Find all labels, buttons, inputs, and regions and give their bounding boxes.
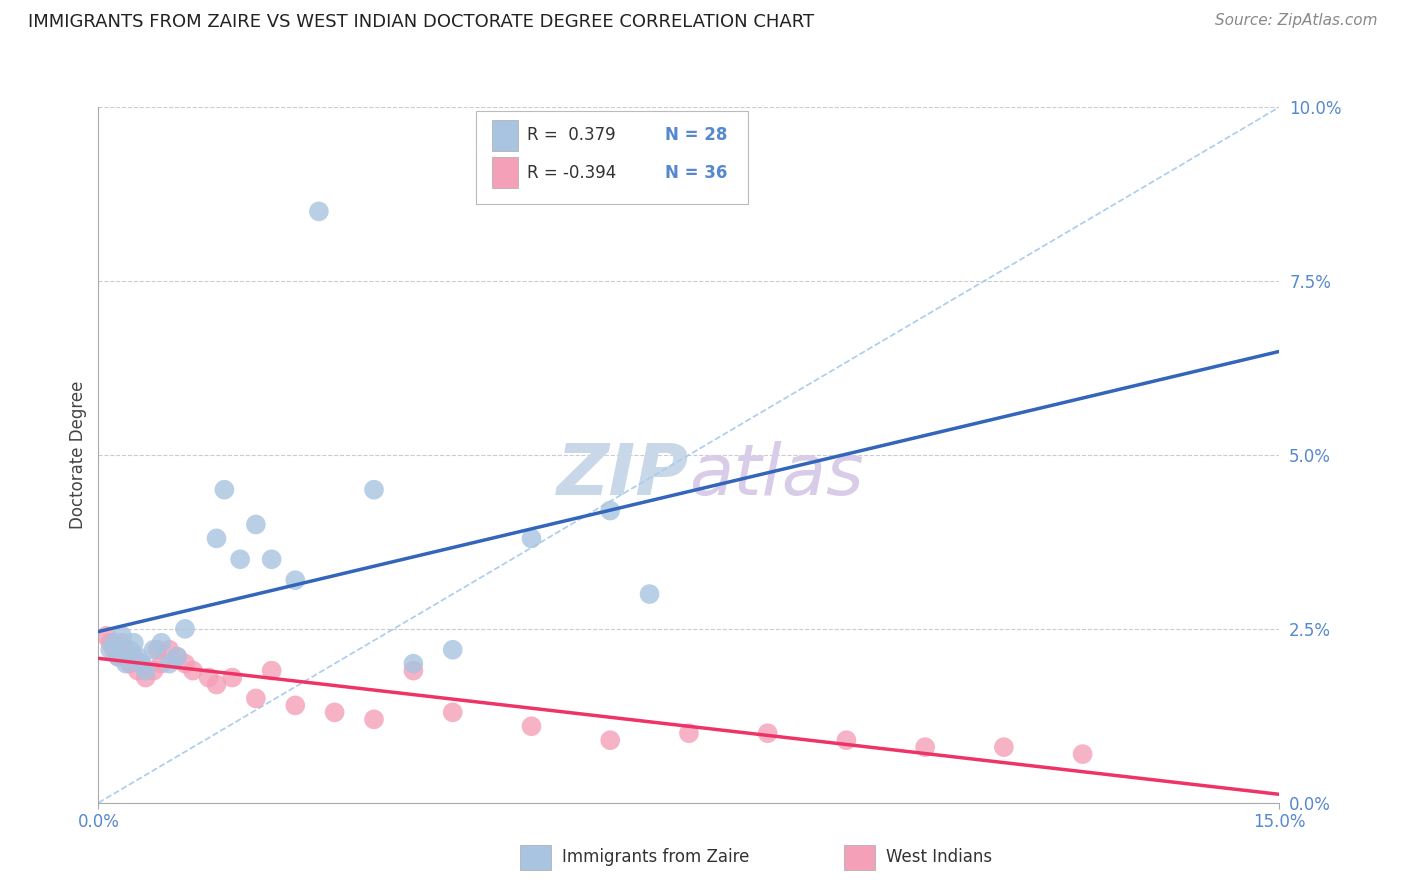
Point xyxy=(111,636,134,650)
Point xyxy=(157,642,180,657)
Point xyxy=(166,649,188,664)
Point xyxy=(245,517,267,532)
Bar xyxy=(492,120,517,151)
Point xyxy=(638,587,661,601)
Point xyxy=(205,677,228,691)
Point xyxy=(96,629,118,643)
Point xyxy=(214,483,236,497)
Point xyxy=(245,691,267,706)
Point xyxy=(914,740,936,755)
Point xyxy=(363,712,385,726)
Point xyxy=(122,649,145,664)
Point xyxy=(993,740,1015,755)
Point xyxy=(520,532,543,546)
Point xyxy=(402,664,425,678)
Point xyxy=(197,671,219,685)
Point xyxy=(756,726,779,740)
Point xyxy=(118,657,141,671)
Point xyxy=(174,657,197,671)
Point xyxy=(142,664,165,678)
Text: Immigrants from Zaire: Immigrants from Zaire xyxy=(562,848,749,866)
Point xyxy=(520,719,543,733)
Text: Source: ZipAtlas.com: Source: ZipAtlas.com xyxy=(1215,13,1378,29)
Point xyxy=(599,733,621,747)
Point xyxy=(131,657,153,671)
Bar xyxy=(492,157,517,188)
FancyBboxPatch shape xyxy=(477,111,748,204)
Point xyxy=(127,649,149,664)
Point xyxy=(127,664,149,678)
Point xyxy=(98,642,121,657)
Point xyxy=(122,636,145,650)
Point xyxy=(835,733,858,747)
Point xyxy=(107,649,129,664)
Text: N = 36: N = 36 xyxy=(665,164,728,182)
Point xyxy=(146,642,169,657)
Text: atlas: atlas xyxy=(689,442,863,510)
Point xyxy=(229,552,252,566)
Point xyxy=(205,532,228,546)
Point xyxy=(260,552,283,566)
Point xyxy=(402,657,425,671)
Text: ZIP: ZIP xyxy=(557,442,689,510)
Point xyxy=(323,706,346,720)
Y-axis label: Doctorate Degree: Doctorate Degree xyxy=(69,381,87,529)
Point xyxy=(678,726,700,740)
Point xyxy=(142,642,165,657)
Point xyxy=(103,636,125,650)
Point xyxy=(131,657,153,671)
Point xyxy=(441,706,464,720)
Point xyxy=(107,649,129,664)
Text: N = 28: N = 28 xyxy=(665,127,728,145)
Point xyxy=(150,636,173,650)
Point xyxy=(103,642,125,657)
Point xyxy=(115,642,138,657)
Point xyxy=(157,657,180,671)
Point xyxy=(150,657,173,671)
Point xyxy=(98,636,121,650)
Text: R =  0.379: R = 0.379 xyxy=(527,127,616,145)
Point xyxy=(135,671,157,685)
Text: IMMIGRANTS FROM ZAIRE VS WEST INDIAN DOCTORATE DEGREE CORRELATION CHART: IMMIGRANTS FROM ZAIRE VS WEST INDIAN DOC… xyxy=(28,13,814,31)
Point xyxy=(363,483,385,497)
Point xyxy=(221,671,243,685)
Point xyxy=(284,698,307,713)
Point xyxy=(111,629,134,643)
Point xyxy=(260,664,283,678)
Point xyxy=(174,622,197,636)
Point xyxy=(135,664,157,678)
Text: West Indians: West Indians xyxy=(886,848,991,866)
Text: R = -0.394: R = -0.394 xyxy=(527,164,616,182)
Point xyxy=(441,642,464,657)
Point xyxy=(166,649,188,664)
Point xyxy=(284,573,307,587)
Point xyxy=(115,657,138,671)
Point xyxy=(1071,747,1094,761)
Point xyxy=(599,503,621,517)
Point xyxy=(181,664,204,678)
Point xyxy=(308,204,330,219)
Point xyxy=(118,642,141,657)
